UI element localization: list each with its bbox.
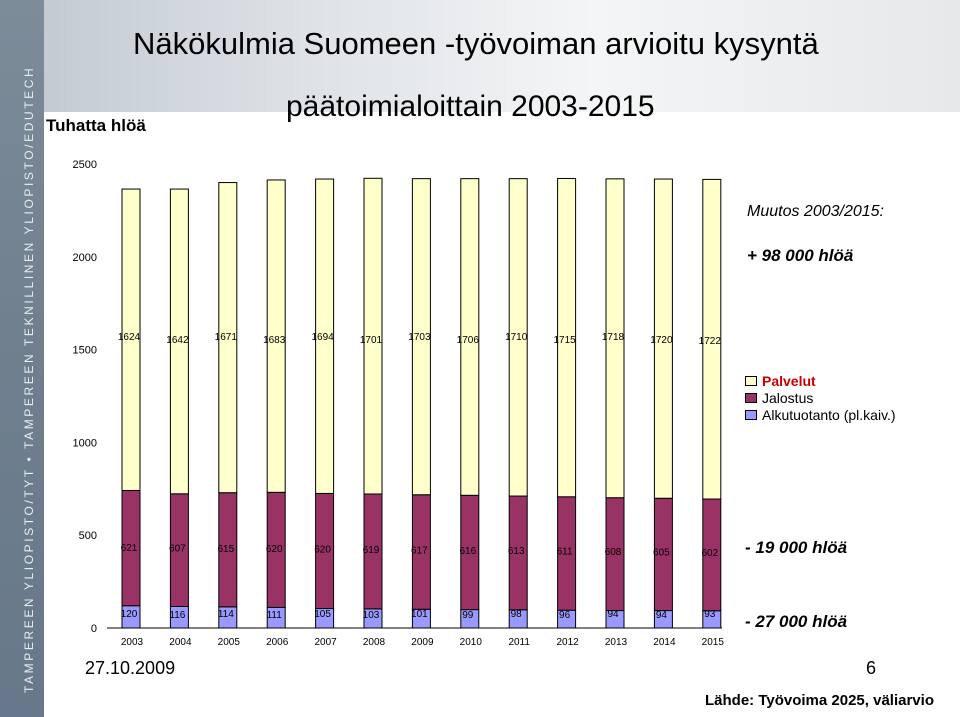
bar-palvelut [121, 188, 141, 491]
data-label: 1706 [457, 335, 480, 346]
data-label: 1720 [650, 335, 673, 346]
slide-subtitle: päätoimialoittain 2003-2015 [286, 90, 655, 123]
x-tick-label: 2003 [121, 637, 144, 648]
y-tick-label: 500 [79, 530, 97, 542]
data-label: 621 [121, 543, 138, 554]
y-axis-label: Tuhatta hlöä [46, 116, 146, 135]
data-label: 94 [607, 609, 619, 620]
slide-title: Näkökulmia Suomeen -työvoiman arvioitu k… [133, 26, 819, 61]
y-tick-label: 2500 [73, 159, 97, 171]
data-label: 616 [459, 546, 476, 557]
bar-palvelut [702, 178, 722, 500]
change-heading: Muutos 2003/2015: [747, 203, 884, 220]
data-label: 96 [559, 610, 571, 621]
y-tick-label: 2000 [73, 252, 97, 264]
data-label: 93 [704, 609, 716, 620]
legend-label-alkutuotanto: Alkutuotanto (pl.kaiv.) [762, 406, 896, 423]
legend-item-alkutuotanto: Alkutuotanto (pl.kaiv.) [745, 406, 896, 423]
data-label: 1710 [505, 332, 528, 343]
data-label: 617 [411, 545, 428, 556]
data-label: 94 [656, 610, 668, 621]
data-label: 105 [314, 609, 331, 620]
legend-label-jalostus: Jalostus [762, 389, 814, 406]
data-label: 602 [701, 548, 718, 559]
x-tick-label: 2010 [460, 637, 483, 648]
x-tick-label: 2013 [605, 637, 628, 648]
data-label: 620 [314, 545, 331, 556]
bar-palvelut [315, 178, 335, 494]
y-tick-label: 1500 [73, 345, 97, 357]
data-label: 1715 [553, 335, 576, 346]
y-tick-label: 1000 [73, 437, 97, 449]
data-label: 1642 [166, 335, 189, 346]
bar-palvelut [605, 178, 625, 499]
data-label: 1701 [360, 335, 383, 346]
processing-change-annotation: - 19 000 hlöä [745, 538, 848, 557]
data-label: 1722 [699, 336, 722, 347]
data-label: 608 [605, 547, 622, 558]
data-label: 1694 [311, 332, 334, 343]
data-label: 619 [363, 545, 380, 556]
header-band [44, 0, 960, 112]
legend-item-jalostus: Jalostus [745, 389, 896, 406]
x-tick-label: 2009 [411, 637, 434, 648]
page-number: 6 [866, 658, 877, 678]
sidebar-band: TAMPEREEN YLIOPISTO/TYT • TAMPEREEN TEKN… [0, 0, 44, 717]
x-tick-label: 2008 [363, 637, 386, 648]
slide-date: 27.10.2009 [85, 658, 176, 678]
legend-swatch-palvelut [745, 375, 757, 386]
bar-palvelut [411, 178, 431, 496]
data-label: 1718 [602, 332, 625, 343]
legend-item-palvelut: Palvelut [745, 372, 896, 389]
x-tick-label: 2011 [508, 637, 530, 648]
data-label: 620 [266, 544, 283, 555]
data-label: 613 [508, 546, 525, 557]
y-tick-label: 0 [91, 623, 97, 635]
bar-palvelut [653, 178, 673, 499]
x-tick-label: 2012 [556, 637, 579, 648]
bar-palvelut [363, 177, 383, 495]
data-label: 111 [267, 610, 283, 621]
bar-palvelut [169, 188, 189, 495]
data-label: 607 [169, 543, 186, 554]
legend-swatch-jalostus [745, 392, 757, 403]
data-label: 1624 [118, 332, 141, 343]
data-label: 1683 [263, 335, 286, 346]
data-label: 101 [411, 609, 428, 620]
data-label: 611 [557, 547, 573, 558]
bar-palvelut [218, 182, 238, 494]
data-label: 1671 [215, 332, 238, 343]
x-tick-label: 2006 [266, 637, 289, 648]
primary-change-annotation: - 27 000 hlöä [745, 612, 848, 631]
chart-legend: Palvelut Jalostus Alkutuotanto (pl.kaiv.… [745, 372, 896, 423]
source-note: Lähde: Työvoima 2025, väliarvio [705, 692, 934, 709]
bar-palvelut [266, 179, 286, 493]
data-label: 103 [363, 610, 380, 621]
bar-palvelut [508, 178, 528, 497]
x-tick-label: 2007 [314, 637, 337, 648]
data-label: 98 [511, 609, 523, 620]
legend-label-palvelut: Palvelut [762, 372, 816, 389]
x-tick-label: 2004 [169, 637, 192, 648]
data-label: 615 [217, 544, 234, 555]
x-tick-label: 2014 [653, 637, 676, 648]
data-label: 120 [121, 609, 138, 620]
data-label: 116 [169, 610, 185, 621]
data-label: 99 [462, 610, 474, 621]
data-label: 1703 [408, 332, 431, 343]
data-label: 114 [218, 609, 234, 620]
bar-palvelut [460, 178, 480, 496]
services-change-annotation: + 98 000 hlöä [747, 246, 854, 265]
legend-swatch-alkutuotanto [745, 409, 757, 420]
data-label: 605 [653, 547, 670, 558]
bar-palvelut [557, 177, 577, 498]
x-tick-label: 2015 [702, 637, 725, 648]
x-tick-label: 2005 [218, 637, 241, 648]
